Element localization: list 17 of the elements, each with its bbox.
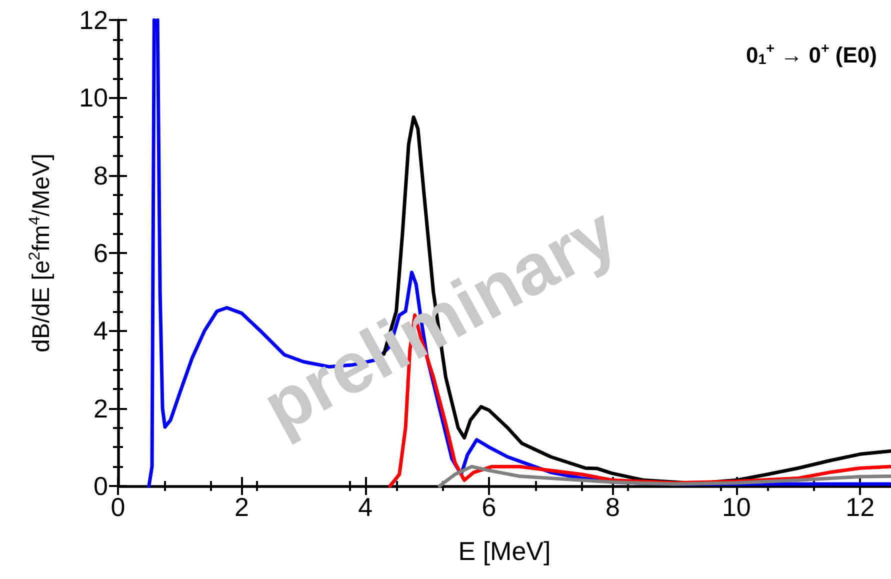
line-series <box>438 464 891 488</box>
y-tick-label: 10 <box>79 82 108 113</box>
x-tick-label: 2 <box>234 492 249 522</box>
y-tick-label: 12 <box>79 5 108 35</box>
x-tick-label: 10 <box>722 492 751 522</box>
x-tick-label: 6 <box>482 492 496 522</box>
x-tick-label: 8 <box>605 492 620 522</box>
y-tick-label: 0 <box>94 471 108 501</box>
x-tick-label: 4 <box>358 492 373 522</box>
y-tick-label: 4 <box>94 316 108 346</box>
y-axis-title: dB/dE [e2fm4/MeV] <box>26 154 55 352</box>
annotation: 01+ → 0+ (E0) <box>746 41 878 68</box>
y-tick-label: 2 <box>94 393 108 424</box>
y-tick-label: 8 <box>94 160 108 190</box>
x-tick-label: 12 <box>846 492 875 522</box>
y-tick-label: 6 <box>94 238 108 268</box>
x-axis-title: E [MeV] <box>458 536 551 566</box>
